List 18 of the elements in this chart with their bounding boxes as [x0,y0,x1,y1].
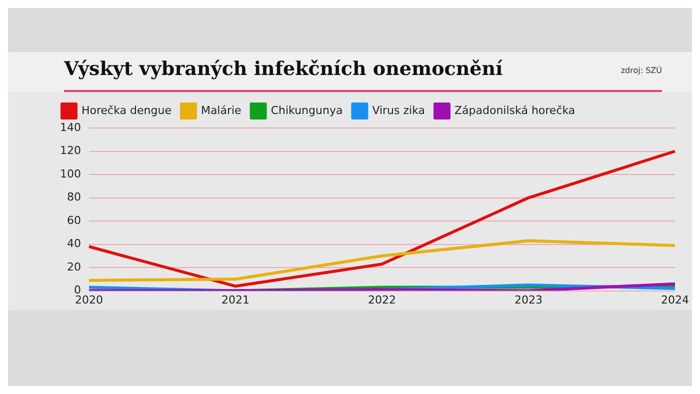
y-tick-label: 120 [60,144,81,158]
y-tick-label: 40 [66,237,81,250]
legend-label: Horečka dengue [82,104,172,117]
x-tick-label: 2022 [368,293,396,306]
chart-title: Výskyt vybraných infekčních onemocnění [64,58,503,80]
y-tick-label: 80 [66,190,81,204]
text: zdroj: SZÚ [620,66,662,75]
x-tick-label: 2021 [221,293,250,306]
legend-label: Chikungunya [270,104,343,117]
legend-label: Malárie [200,104,242,117]
y-tick-label: 140 [60,120,81,134]
x-tick-label: 2024 [661,293,690,306]
y-tick-label: 20 [66,260,81,274]
legend-label: Virus zika [372,104,425,117]
x-tick-label: 2023 [514,293,542,306]
y-tick-label: 60 [66,214,81,227]
y-tick-label: 100 [60,167,81,180]
legend-label: Západonilská horečka [454,104,576,117]
